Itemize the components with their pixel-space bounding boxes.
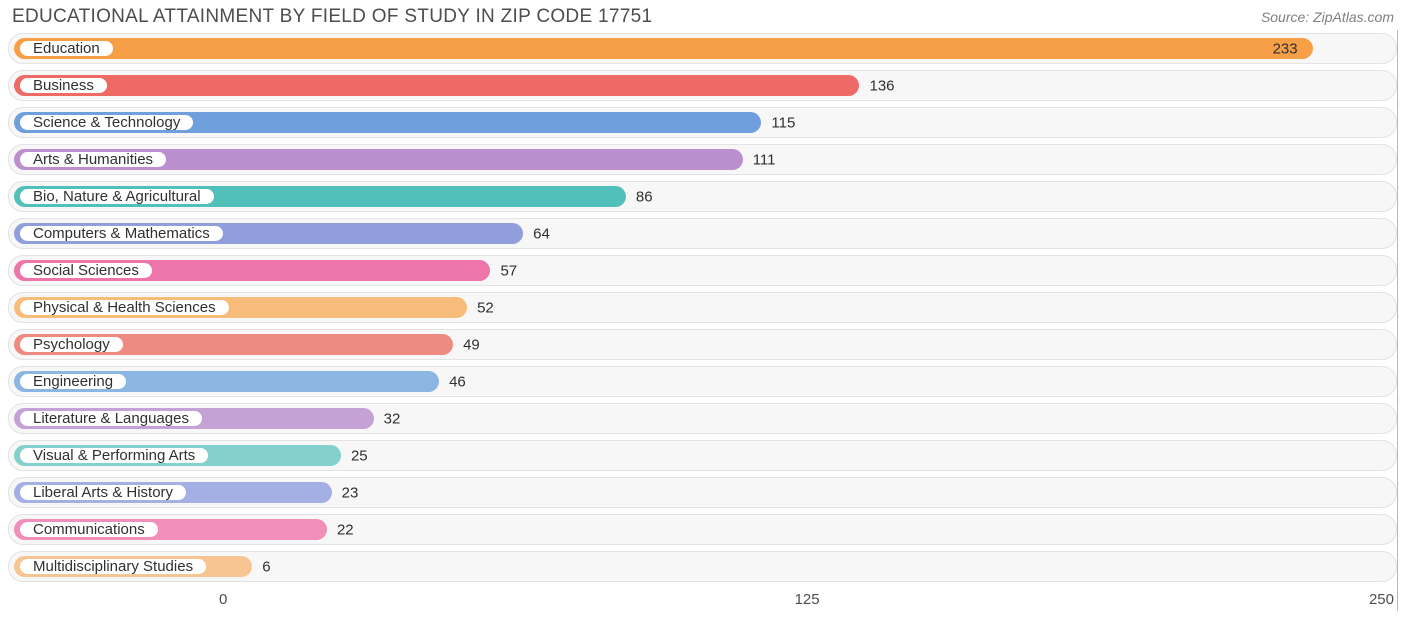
bar-row: Liberal Arts & History 23: [8, 474, 1397, 511]
chart-source: Source: ZipAtlas.com: [1261, 9, 1394, 25]
bar-label: Arts & Humanities: [33, 151, 153, 168]
bar-track: Science & Technology 115: [8, 107, 1397, 138]
bar-value: 111: [753, 151, 776, 168]
bar-label-pill: Bio, Nature & Agricultural: [19, 188, 215, 205]
bar-track: Communications 22: [8, 514, 1397, 545]
bar-label-pill: Computers & Mathematics: [19, 225, 224, 242]
bar-row: Bio, Nature & Agricultural 86: [8, 178, 1397, 215]
bar-label: Liberal Arts & History: [33, 484, 173, 501]
x-tick: 250: [1369, 591, 1394, 608]
bar-value: 64: [533, 225, 550, 242]
bar-label-pill: Social Sciences: [19, 262, 153, 279]
bar-fill: [14, 38, 1313, 59]
bar-label: Engineering: [33, 373, 113, 390]
bar-row: Multidisciplinary Studies 6: [8, 548, 1397, 585]
bar-value: 136: [869, 77, 894, 94]
bar-label-pill: Multidisciplinary Studies: [19, 558, 207, 575]
bar-track: Business 136: [8, 70, 1397, 101]
bar-row: Social Sciences 57: [8, 252, 1397, 289]
bar-track: Multidisciplinary Studies 6: [8, 551, 1397, 582]
bar-label: Education: [33, 40, 100, 57]
bar-value: 46: [449, 373, 466, 390]
bar-row: Engineering 46: [8, 363, 1397, 400]
bar-row: Visual & Performing Arts 25: [8, 437, 1397, 474]
bar-label: Business: [33, 77, 94, 94]
bar-value: 52: [477, 299, 494, 316]
bar-label: Multidisciplinary Studies: [33, 558, 193, 575]
bar-row: Computers & Mathematics 64: [8, 215, 1397, 252]
bar-track: Visual & Performing Arts 25: [8, 440, 1397, 471]
x-axis: 0 125 250: [8, 585, 1397, 611]
bar-label: Bio, Nature & Agricultural: [33, 188, 201, 205]
bar-fill: [14, 75, 859, 96]
bar-label-pill: Communications: [19, 521, 159, 538]
bar-track: Psychology 49: [8, 329, 1397, 360]
bar-track: Bio, Nature & Agricultural 86: [8, 181, 1397, 212]
x-tick: 125: [795, 591, 820, 608]
bar-value: 49: [463, 336, 480, 353]
bar-track: Social Sciences 57: [8, 255, 1397, 286]
bar-label-pill: Visual & Performing Arts: [19, 447, 209, 464]
bar-label: Psychology: [33, 336, 110, 353]
bar-value: 22: [337, 521, 354, 538]
bar-track: Liberal Arts & History 23: [8, 477, 1397, 508]
bar-track: Literature & Languages 32: [8, 403, 1397, 434]
bar-label: Visual & Performing Arts: [33, 447, 195, 464]
x-tick: 0: [219, 591, 227, 608]
bar-row: Psychology 49: [8, 326, 1397, 363]
bar-track: Computers & Mathematics 64: [8, 218, 1397, 249]
bar-label-pill: Liberal Arts & History: [19, 484, 187, 501]
bar-row: Science & Technology 115: [8, 104, 1397, 141]
bar-label: Social Sciences: [33, 262, 139, 279]
bar-track: Education 233: [8, 33, 1397, 64]
bar-label: Physical & Health Sciences: [33, 299, 216, 316]
bar-label: Computers & Mathematics: [33, 225, 210, 242]
chart-title: EDUCATIONAL ATTAINMENT BY FIELD OF STUDY…: [12, 6, 652, 28]
chart-header: EDUCATIONAL ATTAINMENT BY FIELD OF STUDY…: [8, 6, 1398, 30]
bar-label-pill: Physical & Health Sciences: [19, 299, 230, 316]
bar-label-pill: Science & Technology: [19, 114, 194, 131]
bar-label: Literature & Languages: [33, 410, 189, 427]
bar-row: Arts & Humanities 111: [8, 141, 1397, 178]
bar-value: 233: [1273, 40, 1298, 57]
bar-row: Communications 22: [8, 511, 1397, 548]
bar-value: 32: [384, 410, 401, 427]
bar-track: Arts & Humanities 111: [8, 144, 1397, 175]
bar-label-pill: Engineering: [19, 373, 127, 390]
bar-label: Communications: [33, 521, 145, 538]
bar-value: 6: [262, 558, 270, 575]
bar-label: Science & Technology: [33, 114, 180, 131]
bar-row: Education 233: [8, 30, 1397, 67]
bar-row: Literature & Languages 32: [8, 400, 1397, 437]
bar-label-pill: Business: [19, 77, 108, 94]
bar-label-pill: Arts & Humanities: [19, 151, 167, 168]
bar-value: 23: [342, 484, 359, 501]
bar-label-pill: Education: [19, 40, 114, 57]
bar-value: 25: [351, 447, 368, 464]
bar-label-pill: Literature & Languages: [19, 410, 203, 427]
bar-value: 115: [771, 114, 795, 131]
bar-row: Physical & Health Sciences 52: [8, 289, 1397, 326]
chart-area: Education 233 Business 136 Science & Technol…: [8, 30, 1398, 611]
bar-value: 86: [636, 188, 653, 205]
bar-track: Engineering 46: [8, 366, 1397, 397]
bar-value: 57: [500, 262, 517, 279]
bar-track: Physical & Health Sciences 52: [8, 292, 1397, 323]
bar-row: Business 136: [8, 67, 1397, 104]
bar-label-pill: Psychology: [19, 336, 124, 353]
